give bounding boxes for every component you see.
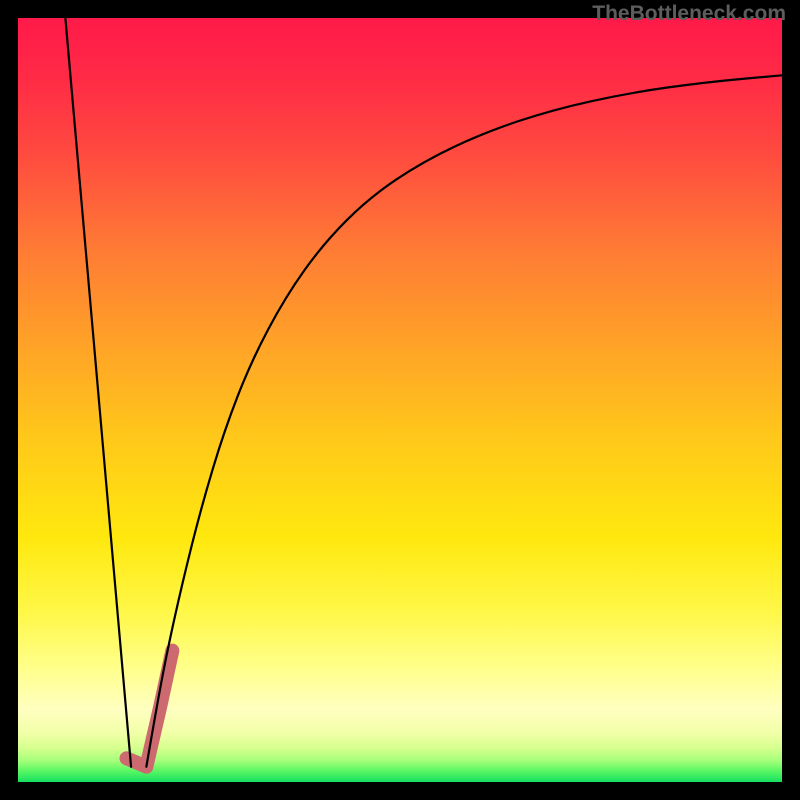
plot-area	[18, 18, 782, 782]
gradient-background	[18, 18, 782, 782]
plot-svg	[18, 18, 782, 782]
chart-stage: TheBottleneck.com	[0, 0, 800, 800]
